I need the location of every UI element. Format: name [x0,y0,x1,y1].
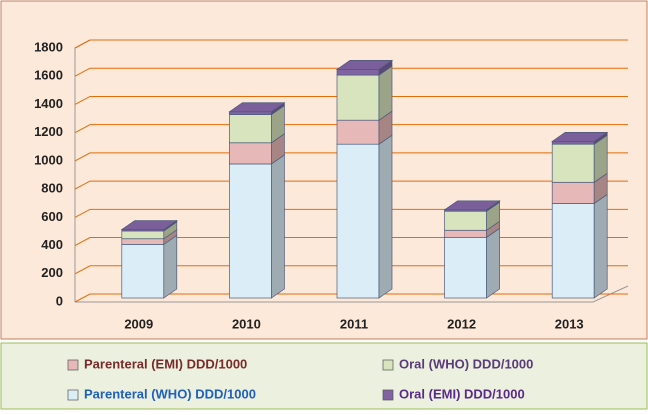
legend-label: Oral (EMI) DDD/1000 [399,386,525,401]
y-tick-label: 200 [41,265,63,280]
bar-top [120,220,178,230]
bar-top [551,132,609,142]
x-tick-label: 2011 [340,316,368,331]
bar-side [378,134,393,299]
y-tick-label: 1200 [34,124,63,139]
legend-swatch [67,359,79,371]
bar-segment [121,230,165,240]
grid-line [74,180,628,190]
y-tick-label: 0 [56,293,63,308]
bar-top [443,200,501,211]
legend-background [0,342,648,410]
y-tick-label: 600 [41,209,63,224]
bar-segment [121,244,165,299]
bar-segment [336,74,380,121]
y-tick-label: 1600 [34,68,63,83]
grid-line [74,39,628,49]
legend-label: Parenteral (WHO) DDD/1000 [84,386,256,401]
legend-label: Parenteral (EMI) DDD/1000 [84,356,247,371]
bar-side [593,193,608,299]
bar-segment [444,236,487,299]
bar-segment [229,163,272,299]
bar-side [163,234,178,299]
y-tick-label: 400 [41,237,63,252]
legend-label: Oral (WHO) DDD/1000 [399,356,533,371]
bar-side [378,65,393,121]
y-tick-label: 800 [41,181,63,196]
bar-segment [229,142,272,165]
grid-line [74,124,628,134]
x-tick-label: 2012 [447,316,476,331]
bar-segment [551,143,595,183]
bar-segment [121,238,165,245]
bar-segment [444,210,487,231]
legend-swatch [382,389,394,401]
bar-top [228,102,286,113]
bar-segment [336,119,380,145]
y-tick-label: 1000 [34,152,63,167]
grid-line [74,67,628,77]
x-tick-label: 2010 [232,316,261,331]
grid-line [74,95,628,105]
y-tick-label: 1800 [34,39,63,54]
legend-swatch [67,389,79,401]
bar-segment [229,111,272,115]
legend-swatch [382,359,394,371]
bar-segment [551,141,595,145]
bar-segment [336,143,380,299]
bar-segment [551,181,595,204]
bar-top [335,60,394,70]
floor [75,285,629,303]
y-tick-label: 1400 [34,96,63,111]
chart-background [0,0,648,340]
bar-segment [444,229,487,238]
grid-line [74,152,628,162]
x-tick-label: 2013 [555,316,584,331]
x-tick-label: 2009 [124,316,153,331]
bar-side [486,227,500,299]
bar-segment [229,114,272,144]
bar-side [271,154,285,299]
bar-segment [551,203,595,299]
bar-segment [336,69,380,76]
